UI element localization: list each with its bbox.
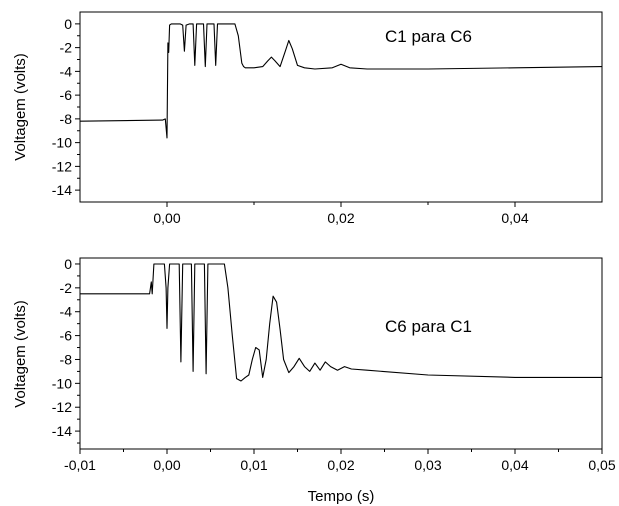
- tick-labels: -0,01 0,00 0,01 0,02 0,03 0,04 0,05 0 -2 -4 -6 -8 -1…: [52, 256, 616, 473]
- tick-marks: [75, 263, 603, 454]
- y-tick-label: -14: [52, 182, 72, 198]
- bottom-chart-panel: -0,01 0,00 0,01 0,02 0,03 0,04 0,05 0 -2 -4 -6 -8 -1…: [12, 256, 616, 505]
- trace-annotation: C6 para C1: [385, 317, 472, 336]
- x-tick-label: 0,02: [327, 457, 354, 473]
- y-tick-label: -4: [60, 63, 73, 79]
- tick-marks: [75, 23, 516, 207]
- y-tick-label: -10: [52, 375, 72, 391]
- x-tick-label: 0,00: [153, 210, 180, 226]
- y-tick-label: -8: [60, 111, 73, 127]
- x-tick-label: 0,00: [153, 457, 180, 473]
- x-tick-label: 0,04: [501, 457, 528, 473]
- y-tick-label: -8: [60, 351, 73, 367]
- y-tick-label: -2: [60, 40, 73, 56]
- y-tick-label: -6: [60, 87, 73, 103]
- y-tick-label: 0: [64, 16, 72, 32]
- voltage-trace-c6-para-c1: [80, 263, 602, 382]
- y-axis-title: Voltagem (volts): [12, 300, 29, 408]
- y-tick-label: -10: [52, 135, 72, 151]
- y-tick-label: 0: [64, 256, 72, 272]
- x-tick-label: 0,02: [327, 210, 354, 226]
- x-tick-label: 0,03: [414, 457, 441, 473]
- x-tick-label: 0,01: [240, 457, 267, 473]
- y-tick-label: -12: [52, 399, 72, 415]
- plot-frame: [79, 257, 603, 450]
- plot-frame: [79, 11, 603, 203]
- x-tick-label: 0,04: [501, 210, 528, 226]
- top-chart-panel: 0,00 0,02 0,04 0 -2 -4 -6 -8 -10 -12 -14 C1 para C…: [12, 11, 603, 226]
- y-tick-label: -2: [60, 280, 73, 296]
- x-tick-label: 0,05: [588, 457, 615, 473]
- tick-labels: 0,00 0,02 0,04 0 -2 -4 -6 -8 -10 -12 -14: [52, 16, 529, 226]
- y-axis-title: Voltagem (volts): [12, 53, 29, 161]
- x-tick-label: -0,01: [64, 457, 96, 473]
- y-tick-label: -6: [60, 328, 73, 344]
- y-tick-label: -4: [60, 304, 73, 320]
- voltage-trace-c1-para-c6: [79, 23, 603, 139]
- trace-annotation: C1 para C6: [385, 27, 472, 46]
- y-tick-label: -12: [52, 158, 72, 174]
- x-axis-title: Tempo (s): [308, 488, 375, 505]
- y-tick-label: -14: [52, 423, 72, 439]
